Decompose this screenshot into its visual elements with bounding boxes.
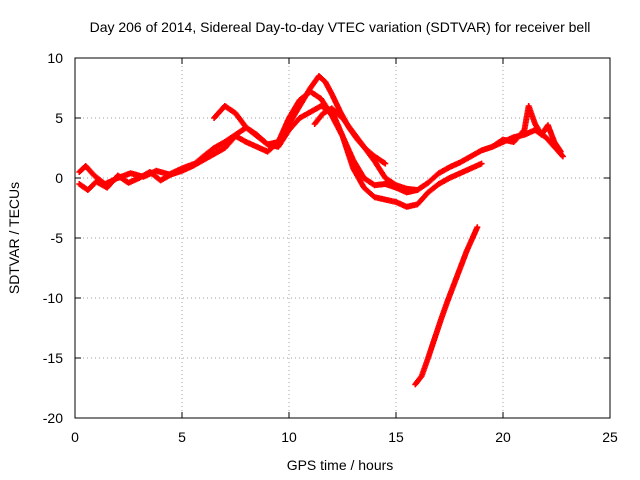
x-tick-label: 25 (602, 429, 618, 445)
data-point (478, 160, 485, 167)
data-point (557, 148, 564, 155)
x-tick-label: 15 (388, 429, 404, 445)
x-tick-label: 0 (71, 429, 79, 445)
data-point (474, 224, 481, 231)
x-tick-label: 5 (178, 429, 186, 445)
data-point (382, 160, 389, 167)
x-tick-label: 10 (281, 429, 297, 445)
y-axis-label: SDTVAR / TECUs (6, 182, 22, 294)
y-tick-label: -15 (43, 350, 63, 366)
series-trace-f (489, 103, 564, 155)
y-tick-label: 0 (55, 170, 63, 186)
y-tick-label: 10 (47, 50, 63, 66)
axis-ticks: 0 5 10 15 20 25 -20 -15 -10 -5 0 5 10 (43, 50, 618, 445)
chart-title: Day 206 of 2014, Sidereal Day-to-day VTE… (90, 19, 591, 35)
y-tick-label: 5 (55, 110, 63, 126)
x-axis-label: GPS time / hours (287, 457, 394, 473)
series-trace-b (76, 88, 421, 196)
y-tick-label: -5 (51, 230, 64, 246)
data-points (76, 73, 566, 388)
data-point (559, 153, 566, 160)
series-trace-e (412, 224, 481, 388)
x-tick-label: 20 (495, 429, 511, 445)
y-tick-label: -10 (43, 290, 63, 306)
y-tick-label: -20 (43, 410, 63, 426)
series-trace-c (211, 103, 485, 210)
data-point (559, 152, 566, 159)
